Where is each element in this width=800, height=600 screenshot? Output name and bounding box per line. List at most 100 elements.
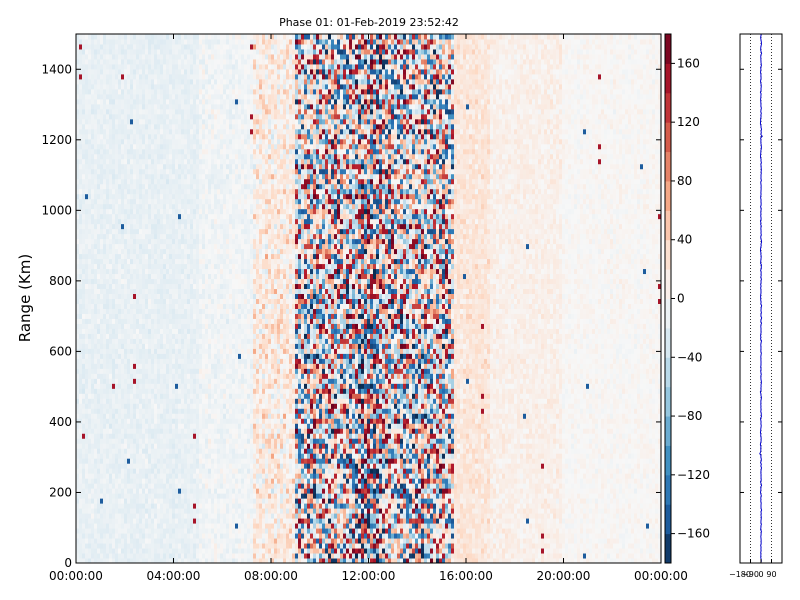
heatmap-cell bbox=[139, 538, 143, 544]
heatmap-cell bbox=[202, 313, 206, 319]
heatmap-cell bbox=[178, 103, 182, 110]
heatmap-cell bbox=[130, 373, 134, 379]
heatmap-cell bbox=[124, 468, 128, 474]
heatmap-cell bbox=[145, 143, 149, 150]
heatmap-cell bbox=[91, 53, 95, 60]
heatmap-cell bbox=[199, 108, 203, 115]
heatmap-cell bbox=[151, 493, 155, 499]
heatmap-cell bbox=[151, 143, 155, 150]
heatmap-cell bbox=[214, 273, 218, 280]
heatmap-cell bbox=[202, 283, 206, 290]
heatmap-cell bbox=[205, 353, 209, 359]
heatmap-cell bbox=[154, 303, 158, 309]
heatmap-cell bbox=[193, 343, 197, 349]
heatmap-cell bbox=[148, 328, 152, 334]
heatmap-cell bbox=[166, 458, 170, 464]
heatmap-cell bbox=[136, 508, 140, 514]
heatmap-cell bbox=[103, 143, 107, 150]
heatmap-cell bbox=[136, 378, 140, 384]
heatmap-cell bbox=[121, 538, 125, 544]
heatmap-cell bbox=[91, 188, 95, 195]
heatmap-cell bbox=[163, 343, 167, 349]
heatmap-cell bbox=[91, 123, 95, 130]
heatmap-cell bbox=[88, 288, 92, 295]
heatmap-cell bbox=[187, 548, 191, 554]
heatmap-cell bbox=[97, 458, 101, 464]
heatmap-cell bbox=[115, 34, 119, 40]
heatmap-cell bbox=[181, 103, 185, 110]
heatmap-cell bbox=[175, 283, 179, 290]
heatmap-cell bbox=[97, 493, 101, 499]
heatmap-cell bbox=[124, 223, 128, 230]
heatmap-cell bbox=[133, 208, 137, 215]
heatmap-cell bbox=[121, 138, 125, 145]
heatmap-cell bbox=[175, 243, 179, 250]
heatmap-cell bbox=[91, 278, 95, 285]
heatmap-cell bbox=[76, 48, 80, 55]
heatmap-cell bbox=[133, 138, 137, 145]
heatmap-cell bbox=[82, 278, 86, 285]
heatmap-cell bbox=[157, 293, 161, 299]
heatmap-cell bbox=[184, 34, 188, 40]
heatmap-cell bbox=[103, 283, 107, 290]
heatmap-cell bbox=[121, 343, 125, 349]
heatmap-cell bbox=[118, 148, 122, 155]
heatmap-cell bbox=[118, 483, 122, 489]
heatmap-cell bbox=[142, 138, 146, 145]
heatmap-cell bbox=[199, 528, 203, 534]
heatmap-cell bbox=[94, 353, 98, 359]
heatmap-cell bbox=[172, 473, 176, 479]
heatmap-cell bbox=[145, 133, 149, 140]
heatmap-cell bbox=[151, 468, 155, 474]
heatmap-cell bbox=[88, 98, 92, 105]
heatmap-cell bbox=[130, 43, 134, 50]
heatmap-cell bbox=[193, 538, 197, 544]
heatmap-cell bbox=[145, 218, 149, 225]
heatmap-cell bbox=[142, 483, 146, 489]
heatmap-cell bbox=[97, 98, 101, 105]
heatmap-cell bbox=[88, 34, 92, 40]
heatmap-cell bbox=[181, 323, 185, 329]
heatmap-cell bbox=[148, 348, 152, 354]
heatmap-cell bbox=[115, 383, 119, 389]
heatmap-cell bbox=[208, 153, 212, 160]
heatmap-cell bbox=[181, 553, 185, 559]
heatmap-cell bbox=[133, 193, 137, 200]
heatmap-cell bbox=[136, 108, 140, 115]
heatmap-cell bbox=[193, 233, 197, 240]
heatmap-cell bbox=[202, 118, 206, 125]
heatmap-cell bbox=[136, 463, 140, 469]
heatmap-cell bbox=[169, 58, 173, 65]
heatmap-cell bbox=[178, 48, 182, 55]
heatmap-cell bbox=[145, 63, 149, 70]
heatmap-cell bbox=[196, 363, 200, 369]
heatmap-cell bbox=[148, 463, 152, 469]
heatmap-cell bbox=[115, 93, 119, 100]
heatmap-cell bbox=[88, 473, 92, 479]
heatmap-cell bbox=[109, 183, 113, 190]
heatmap-cell bbox=[142, 278, 146, 285]
heatmap-cell bbox=[100, 533, 104, 539]
heatmap-cell bbox=[166, 108, 170, 115]
heatmap-cell bbox=[196, 83, 200, 90]
heatmap-cell bbox=[103, 333, 107, 339]
heatmap-cell bbox=[127, 358, 131, 364]
heatmap-cell bbox=[94, 378, 98, 384]
heatmap-cell bbox=[145, 128, 149, 135]
heatmap-cell bbox=[139, 303, 143, 309]
heatmap-cell bbox=[169, 388, 173, 394]
heatmap-cell bbox=[190, 523, 194, 529]
heatmap-cell bbox=[106, 193, 110, 200]
heatmap-cell bbox=[127, 73, 131, 80]
heatmap-cell bbox=[163, 213, 167, 220]
heatmap-cell bbox=[82, 433, 86, 439]
heatmap-cell bbox=[124, 353, 128, 359]
heatmap-cell bbox=[211, 38, 215, 45]
heatmap-cell bbox=[142, 508, 146, 514]
heatmap-cell bbox=[100, 353, 104, 359]
heatmap-cell bbox=[175, 528, 179, 534]
heatmap-cell bbox=[214, 278, 218, 285]
heatmap-cell bbox=[94, 118, 98, 125]
heatmap-cell bbox=[130, 378, 134, 384]
heatmap-cell bbox=[214, 443, 218, 449]
